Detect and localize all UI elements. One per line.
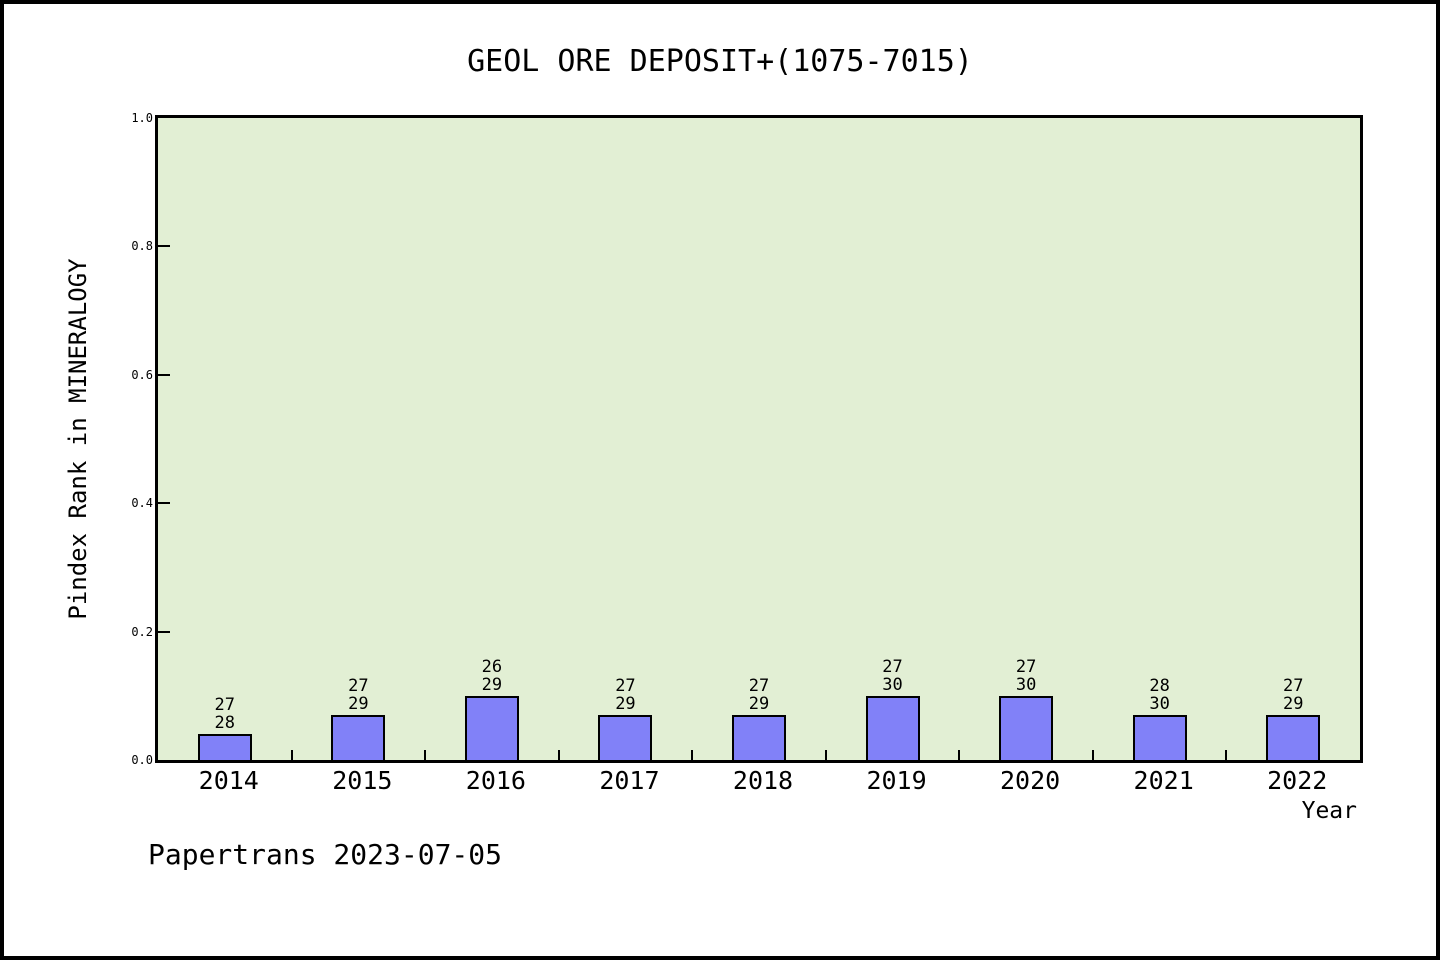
y-tick-label-1.0: 1.0 (131, 111, 153, 125)
x-tick-mark (958, 750, 961, 760)
footer-watermark: Papertrans 2023-07-05 (148, 838, 503, 871)
y-tick-mark (158, 630, 170, 633)
bar-total-value: 30 (1149, 694, 1170, 714)
bar-rank-value: 27 (1282, 676, 1304, 696)
y-tick-label-0.6: 0.6 (131, 367, 153, 382)
y-tick-mark (158, 373, 170, 376)
bar-2015 (331, 715, 386, 760)
y-tick-label-0.4: 0.4 (131, 496, 153, 511)
bar-2022 (1266, 715, 1321, 760)
x-tick-mark (1091, 750, 1094, 760)
bar-value-label-2021: 28 30 (1120, 677, 1200, 713)
bar-2021 (1132, 715, 1187, 760)
y-tick-mark (158, 502, 170, 505)
bar-rank-value: 27 (882, 657, 903, 677)
chart-title: GEOL ORE DEPOSIT+(1075-7015) (467, 44, 973, 79)
bar-total-value: 29 (615, 694, 636, 714)
x-tick-mark (557, 750, 560, 760)
bar-2018 (732, 715, 786, 760)
x-tick-label-2016: 2016 (465, 766, 526, 795)
bar-2017 (598, 715, 653, 760)
x-tick-label-2015: 2015 (332, 766, 393, 795)
bar-total-value: 30 (1015, 675, 1037, 695)
x-tick-mark (424, 750, 427, 760)
x-tick-label-2019: 2019 (866, 766, 927, 795)
bar-value-label-2020: 27 30 (986, 658, 1066, 694)
x-tick-label-2014: 2014 (198, 766, 259, 795)
bar-total-value: 29 (481, 675, 503, 695)
bar-value-label-2017: 27 29 (585, 677, 665, 713)
bar-value-label-2018: 27 29 (719, 677, 799, 713)
bar-rank-value: 27 (748, 676, 770, 696)
bar-total-value: 29 (1282, 694, 1304, 714)
bar-rank-value: 27 (1015, 657, 1037, 677)
bar-rank-value: 28 (1149, 676, 1170, 696)
bar-value-label-2014: 27 28 (185, 696, 265, 732)
bar-value-label-2019: 27 30 (853, 658, 933, 694)
x-tick-mark (691, 750, 694, 760)
bar-total-value: 29 (348, 694, 369, 714)
bar-rank-value: 27 (214, 695, 235, 715)
plot-area: 27 28 27 29 26 29 27 29 27 29 27 30 27 30 28 30 27 29 (155, 115, 1363, 763)
x-tick-label-2022: 2022 (1267, 766, 1328, 795)
bar-2014 (197, 734, 252, 760)
bar-rank-value: 27 (348, 676, 369, 696)
bar-2020 (999, 696, 1054, 760)
bar-total-value: 29 (748, 694, 770, 714)
x-tick-label-2020: 2020 (1000, 766, 1061, 795)
bar-2016 (464, 696, 519, 760)
y-tick-label-0.2: 0.2 (131, 624, 153, 639)
bar-total-value: 30 (882, 675, 903, 695)
bar-value-label-2016: 26 29 (452, 658, 532, 694)
y-axis-label: Pindex Rank in MINERALOGY (64, 258, 92, 620)
bar-total-value: 28 (214, 713, 235, 733)
bar-rank-value: 27 (615, 676, 636, 696)
x-tick-label-2017: 2017 (599, 766, 660, 795)
y-tick-label-0.0: 0.0 (131, 753, 153, 767)
x-tick-mark (1225, 750, 1228, 760)
y-tick-mark (158, 245, 170, 248)
y-tick-label-0.8: 0.8 (131, 239, 153, 254)
x-tick-mark (290, 750, 293, 760)
bar-value-label-2022: 27 29 (1253, 677, 1333, 713)
x-tick-label-2021: 2021 (1133, 766, 1194, 795)
x-tick-mark (824, 750, 827, 760)
x-axis-label: Year (1301, 798, 1357, 824)
x-tick-label-2018: 2018 (732, 766, 794, 795)
bar-2019 (865, 696, 920, 760)
bar-value-label-2015: 27 29 (318, 677, 398, 713)
bar-rank-value: 26 (481, 657, 503, 677)
